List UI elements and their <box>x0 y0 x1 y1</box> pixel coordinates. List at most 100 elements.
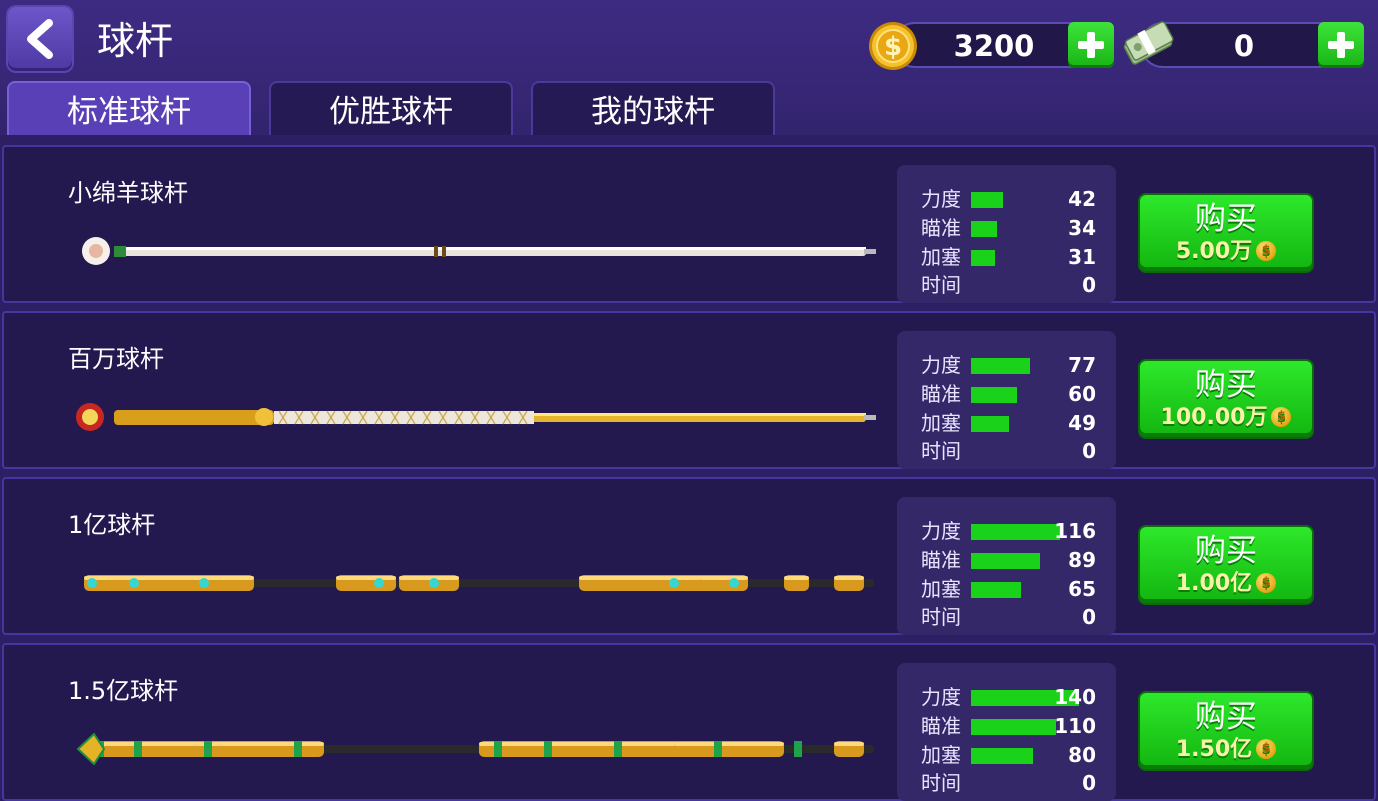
cash-bundle-icon <box>1123 21 1174 65</box>
stat-bar <box>971 748 1033 764</box>
stat-value: 0 <box>1082 439 1096 463</box>
buy-price-value: 100.00万 <box>1160 405 1268 430</box>
add-cash-button[interactable] <box>1318 22 1364 68</box>
stat-row: 时间 0 <box>897 603 1116 631</box>
cue-stats-panel: 力度 116 瞄准 89 加塞 65 时间 0 <box>897 497 1116 635</box>
stat-label: 时间 <box>921 605 961 629</box>
page-title: 球杆 <box>97 19 174 63</box>
stat-value: 65 <box>1068 577 1096 601</box>
tab-standard-cues[interactable]: 标准球杆 <box>7 81 251 135</box>
stat-value: 49 <box>1068 411 1096 435</box>
stat-bar <box>971 221 997 237</box>
svg-text:$: $ <box>884 32 902 62</box>
cue-name: 1.5亿球杆 <box>68 677 179 705</box>
stat-row: 时间 0 <box>897 437 1116 465</box>
buy-button[interactable]: 购买 1.50亿 <box>1140 693 1312 769</box>
stat-label: 加塞 <box>921 411 961 435</box>
stat-row: 时间 0 <box>897 271 1116 299</box>
buy-price-value: 5.00万 <box>1175 239 1253 264</box>
cue-name: 1亿球杆 <box>68 511 156 539</box>
cue-image <box>76 403 876 431</box>
back-button[interactable] <box>8 7 72 71</box>
buy-button[interactable]: 购买 5.00万 <box>1140 195 1312 271</box>
coin-icon <box>1256 573 1277 593</box>
cue-image <box>84 575 874 591</box>
stat-value: 34 <box>1068 216 1096 240</box>
gold-coin-icon: $ <box>869 22 917 70</box>
stat-label: 力度 <box>921 353 961 377</box>
cue-stats-panel: 力度 140 瞄准 110 加塞 80 时间 0 <box>897 663 1116 801</box>
buy-button[interactable]: 购买 100.00万 <box>1140 361 1312 437</box>
stat-bar <box>971 690 1079 706</box>
tab-premium-cues[interactable]: 优胜球杆 <box>269 81 513 135</box>
stat-row: 力度 42 <box>897 185 1116 213</box>
stat-bar <box>971 553 1040 569</box>
stat-label: 力度 <box>921 519 961 543</box>
stat-label: 时间 <box>921 771 961 795</box>
stat-row: 加塞 80 <box>897 741 1116 769</box>
cue-row: 1亿球杆 力度 116 瞄准 89 加塞 65 时间 0 购买 1.00亿 <box>2 477 1376 635</box>
stat-label: 加塞 <box>921 577 961 601</box>
cash-balance: 0 <box>1140 22 1364 68</box>
stat-value: 0 <box>1082 605 1096 629</box>
stat-value: 110 <box>1054 714 1096 738</box>
cue-stats-panel: 力度 42 瞄准 34 加塞 31 时间 0 <box>897 165 1116 303</box>
cue-stats-panel: 力度 77 瞄准 60 加塞 49 时间 0 <box>897 331 1116 469</box>
stat-value: 60 <box>1068 382 1096 406</box>
cue-row: 小绵羊球杆 力度 42 瞄准 34 加塞 31 时间 0 购买 5.00万 <box>2 145 1376 303</box>
stat-value: 31 <box>1068 245 1096 269</box>
buy-button-label: 购买 <box>1195 367 1257 403</box>
coin-balance: 3200 <box>892 22 1114 68</box>
stat-row: 加塞 65 <box>897 575 1116 603</box>
stat-row: 瞄准 60 <box>897 380 1116 408</box>
stat-bar <box>971 358 1030 374</box>
cue-name: 百万球杆 <box>68 345 164 373</box>
cue-row: 百万球杆 力度 77 瞄准 60 加塞 49 时间 0 购买 100.00万 <box>2 311 1376 469</box>
stat-label: 瞄准 <box>921 548 961 572</box>
coin-icon <box>1256 241 1277 261</box>
stat-value: 0 <box>1082 771 1096 795</box>
buy-price: 1.00亿 <box>1140 571 1312 597</box>
buy-price-value: 1.50亿 <box>1175 737 1253 762</box>
stat-bar <box>971 719 1056 735</box>
tab-my-cues[interactable]: 我的球杆 <box>531 81 775 135</box>
buy-price: 100.00万 <box>1140 405 1312 431</box>
buy-price: 1.50亿 <box>1140 737 1312 763</box>
stat-label: 力度 <box>921 187 961 211</box>
stat-bar <box>971 250 995 266</box>
buy-price: 5.00万 <box>1140 239 1312 265</box>
add-coins-button[interactable] <box>1068 22 1114 68</box>
stat-bar <box>971 387 1017 403</box>
stat-row: 瞄准 89 <box>897 546 1116 574</box>
stat-bar <box>971 416 1009 432</box>
stat-label: 瞄准 <box>921 216 961 240</box>
back-arrow-icon <box>27 19 53 59</box>
stat-row: 时间 0 <box>897 769 1116 797</box>
stat-label: 时间 <box>921 273 961 297</box>
cue-row: 1.5亿球杆 力度 140 瞄准 110 加塞 80 时间 0 购买 1.50亿 <box>2 643 1376 801</box>
cue-image <box>76 732 874 766</box>
stat-row: 瞄准 34 <box>897 214 1116 242</box>
stat-row: 力度 77 <box>897 351 1116 379</box>
stat-bar <box>971 524 1060 540</box>
buy-button[interactable]: 购买 1.00亿 <box>1140 527 1312 603</box>
stat-label: 瞄准 <box>921 714 961 738</box>
stat-bar <box>971 192 1003 208</box>
stat-label: 加塞 <box>921 245 961 269</box>
stat-value: 77 <box>1068 353 1096 377</box>
buy-button-label: 购买 <box>1195 201 1257 237</box>
stat-label: 时间 <box>921 439 961 463</box>
stat-row: 瞄准 110 <box>897 712 1116 740</box>
cue-name: 小绵羊球杆 <box>68 179 188 207</box>
buy-button-label: 购买 <box>1195 533 1257 569</box>
stat-bar <box>971 582 1021 598</box>
buy-button-label: 购买 <box>1195 699 1257 735</box>
stat-row: 力度 116 <box>897 517 1116 545</box>
stat-label: 瞄准 <box>921 382 961 406</box>
stat-value: 140 <box>1054 685 1096 709</box>
stat-value: 42 <box>1068 187 1096 211</box>
stat-value: 89 <box>1068 548 1096 572</box>
stat-value: 0 <box>1082 273 1096 297</box>
stat-label: 力度 <box>921 685 961 709</box>
stat-row: 加塞 49 <box>897 409 1116 437</box>
